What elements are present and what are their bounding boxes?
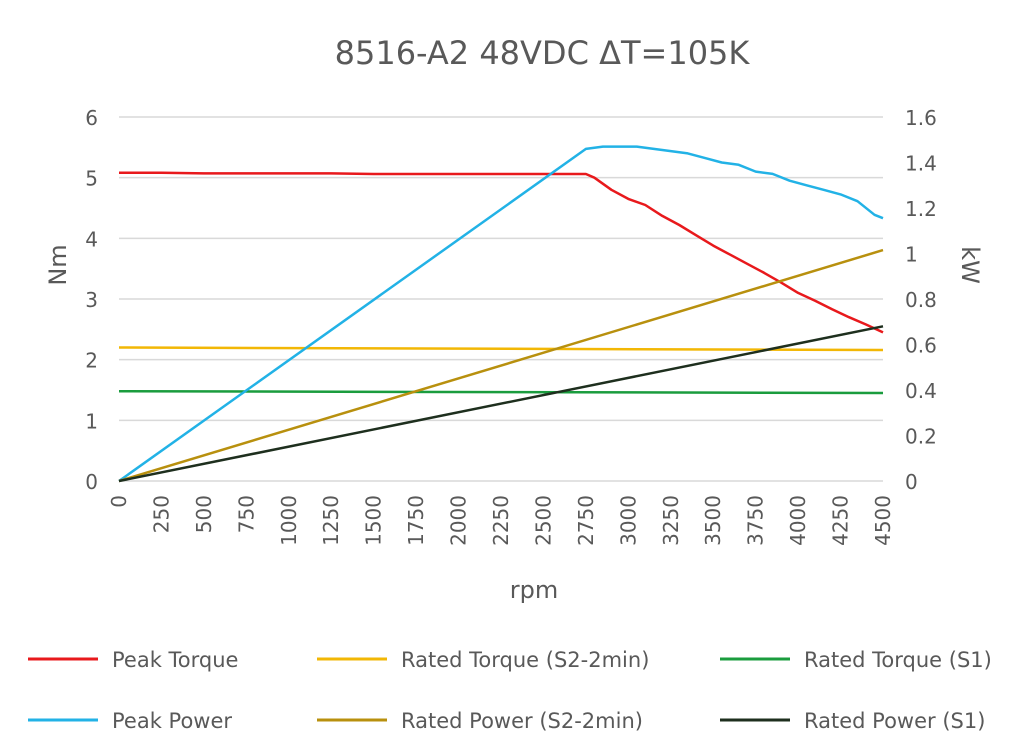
x-tick-label: 0 [107,495,131,508]
legend-label: Peak Power [112,709,232,733]
x-tick-label: 1500 [362,495,386,546]
legend-label: Rated Torque (S2-2min) [401,648,649,672]
y2-tick-label: 1.4 [905,152,937,176]
series-line [119,171,884,334]
legend-item: Rated Power (S2-2min) [317,709,643,733]
legend-item: Peak Power [28,709,232,733]
legend-label: Rated Power (S2-2min) [401,709,643,733]
chart-title: 8516-A2 48VDC ΔT=105K [335,34,751,72]
x-tick-label: 250 [149,495,173,533]
y-tick-label: 2 [85,349,98,373]
legend-label: Rated Torque (S1) [804,648,992,672]
y2-tick-label: 0.4 [905,379,937,403]
x-tick-label: 2500 [531,495,555,546]
legend-item: Rated Power (S1) [720,709,985,733]
y2-tick-label: 0.6 [905,334,937,358]
x-tick-label: 3750 [744,495,768,546]
series-line [118,325,884,483]
series-line [118,346,884,352]
y-tick-label: 3 [85,288,98,312]
y2-tick-label: 0.8 [905,288,937,312]
series-line [118,145,884,483]
x-axis-label: rpm [510,576,558,604]
legend-item: Rated Torque (S1) [720,648,992,672]
axes: 0 1 2 3 4 5 6 0 0.2 0.4 0.6 0.8 1 1.2 1.4 1.6 0 250 500 750… [85,106,937,546]
y2-tick-label: 0.2 [905,425,937,449]
x-tick-label: 3500 [701,495,725,546]
legend-label: Peak Torque [112,648,238,672]
series-line [118,248,884,483]
x-tick-label: 500 [192,495,216,533]
x-tick-label: 2000 [447,495,471,546]
y-tick-label: 1 [85,409,98,433]
x-tick-label: 3000 [616,495,640,546]
y-tick-label: 4 [85,227,98,251]
y-tick-label: 5 [85,167,98,191]
x-tick-label: 1000 [277,495,301,546]
x-tick-label: 4000 [786,495,810,546]
series-lines [118,145,884,483]
x-tick-label: 2750 [574,495,598,546]
x-tick-label: 4250 [829,495,853,546]
y2-axis-label: kW [956,246,984,284]
y-tick-label: 6 [85,106,98,130]
series-line [118,389,884,395]
legend: Peak Torque Rated Torque (S2-2min) Rated T… [28,648,992,733]
grid-lines [119,116,883,482]
legend-item: Peak Torque [28,648,238,672]
x-tick-label: 4500 [871,495,895,546]
y2-tick-label: 1.2 [905,197,937,221]
x-tick-label: 3250 [659,495,683,546]
y-tick-label: 0 [85,470,98,494]
y-axis-label: Nm [44,244,72,285]
legend-item: Rated Torque (S2-2min) [317,648,649,672]
x-tick-label: 1250 [319,495,343,546]
legend-label: Rated Power (S1) [804,709,985,733]
y2-tick-label: 1.6 [905,106,937,130]
x-tick-label: 2250 [489,495,513,546]
x-tick-label: 750 [234,495,258,533]
y2-tick-label: 1 [905,243,918,267]
x-tick-label: 1750 [404,495,428,546]
y2-tick-label: 0 [905,470,918,494]
